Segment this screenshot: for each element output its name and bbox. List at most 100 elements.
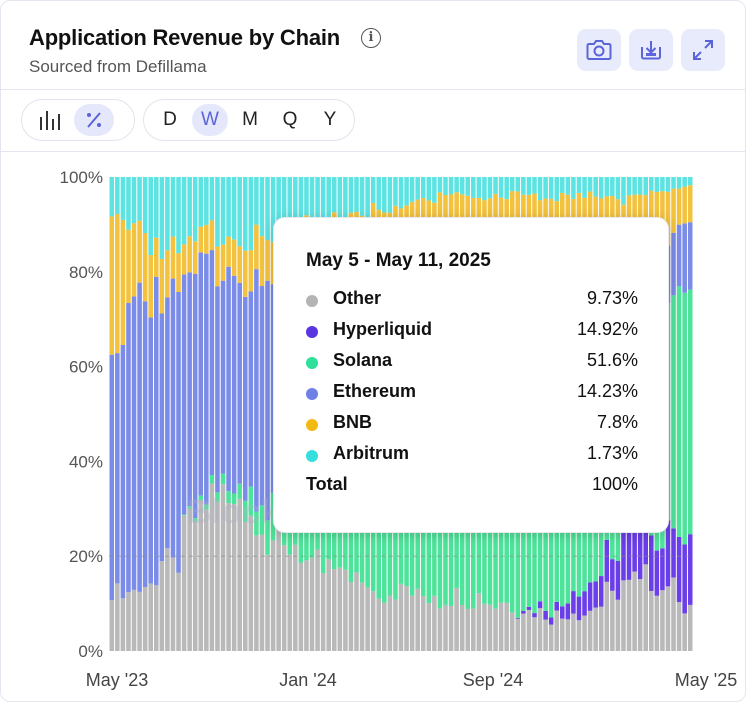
bar-segment-arbitrum[interactable] (382, 177, 387, 213)
bar-segment-bnb[interactable] (660, 191, 665, 231)
bar-segment-ethereum[interactable] (204, 253, 209, 505)
bar-segment-other[interactable] (526, 609, 532, 651)
bar-segment-other[interactable] (587, 610, 593, 651)
bar-segment-arbitrum[interactable] (204, 177, 209, 225)
bar-segment-hyperliquid[interactable] (632, 518, 637, 572)
bar-segment-arbitrum[interactable] (265, 177, 270, 241)
bar-segment-arbitrum[interactable] (248, 177, 254, 251)
bar-segment-arbitrum[interactable] (170, 177, 176, 237)
bar-segment-arbitrum[interactable] (142, 177, 148, 234)
bar-segment-ethereum[interactable] (220, 280, 226, 474)
bar-segment-hyperliquid[interactable] (598, 576, 604, 607)
bar-segment-other[interactable] (187, 508, 192, 652)
bar-segment-arbitrum[interactable] (437, 177, 443, 193)
bar-segment-hyperliquid[interactable] (537, 601, 543, 609)
bar-segment-other[interactable] (365, 587, 370, 651)
bar-segment-hyperliquid[interactable] (582, 591, 587, 616)
bar-segment-ethereum[interactable] (682, 223, 687, 293)
bar-segment-other[interactable] (626, 579, 632, 651)
bar-segment-other[interactable] (509, 612, 515, 651)
bar-segment-other[interactable] (409, 595, 415, 651)
bar-segment-arbitrum[interactable] (610, 177, 615, 197)
period-y-button[interactable]: Y (323, 109, 337, 130)
bar-segment-arbitrum[interactable] (576, 177, 582, 193)
bar-segment-other[interactable] (671, 577, 676, 651)
bar-segment-hyperliquid[interactable] (560, 606, 565, 619)
bar-segment-bnb[interactable] (231, 239, 237, 276)
bar-segment-bnb[interactable] (560, 192, 565, 230)
bar-segment-arbitrum[interactable] (109, 177, 115, 217)
bar-segment-hyperliquid[interactable] (660, 548, 665, 591)
bar-segment-hyperliquid[interactable] (676, 536, 682, 603)
bar-segment-arbitrum[interactable] (459, 177, 465, 195)
bar-segment-bnb[interactable] (632, 194, 637, 236)
bar-segment-arbitrum[interactable] (487, 177, 493, 199)
bar-segment-hyperliquid[interactable] (654, 550, 660, 596)
bar-segment-other[interactable] (649, 590, 654, 651)
bar-segment-bnb[interactable] (215, 246, 220, 287)
bar-segment-solana[interactable] (248, 486, 254, 516)
bar-segment-other[interactable] (576, 620, 582, 651)
bar-segment-other[interactable] (532, 617, 537, 651)
bar-segment-arbitrum[interactable] (571, 177, 576, 199)
bar-segment-arbitrum[interactable] (626, 177, 632, 196)
bar-segment-other[interactable] (115, 583, 120, 651)
bar-segment-hyperliquid[interactable] (521, 610, 526, 614)
bar-segment-bnb[interactable] (532, 193, 537, 235)
bar-segment-arbitrum[interactable] (176, 177, 181, 254)
bar-segment-other[interactable] (231, 504, 237, 651)
bar-segment-hyperliquid[interactable] (615, 560, 621, 600)
bar-segment-bnb[interactable] (165, 250, 170, 298)
bar-segment-other[interactable] (259, 534, 265, 651)
bar-segment-other[interactable] (504, 602, 509, 651)
bar-segment-other[interactable] (348, 582, 354, 651)
bar-segment-bnb[interactable] (170, 236, 176, 279)
bar-segment-other[interactable] (593, 607, 598, 651)
bar-segment-solana[interactable] (259, 505, 265, 535)
bar-segment-arbitrum[interactable] (331, 177, 337, 213)
bar-segment-arbitrum[interactable] (209, 177, 215, 221)
bar-segment-other[interactable] (192, 521, 198, 651)
bar-segment-bnb[interactable] (254, 224, 259, 270)
bar-segment-hyperliquid[interactable] (515, 617, 521, 619)
bar-segment-hyperliquid[interactable] (587, 582, 593, 611)
bar-segment-ethereum[interactable] (181, 274, 187, 515)
bar-segment-ethereum[interactable] (176, 291, 181, 573)
bar-segment-solana[interactable] (181, 514, 187, 516)
bar-segment-other[interactable] (309, 557, 315, 651)
bar-segment-bnb[interactable] (454, 192, 459, 225)
bar-segment-solana[interactable] (192, 518, 198, 522)
bar-segment-ethereum[interactable] (148, 317, 153, 584)
bar-segment-ethereum[interactable] (131, 296, 137, 590)
bar-segment-arbitrum[interactable] (159, 177, 165, 259)
bar-segment-other[interactable] (476, 593, 482, 651)
info-icon[interactable]: i (361, 28, 381, 48)
bar-segment-other[interactable] (148, 583, 153, 651)
bar-segment-other[interactable] (665, 586, 671, 651)
bar-segment-arbitrum[interactable] (582, 177, 587, 198)
bar-segment-arbitrum[interactable] (276, 177, 281, 229)
bar-segment-arbitrum[interactable] (370, 177, 376, 203)
bar-segment-other[interactable] (615, 599, 621, 651)
bar-segment-other[interactable] (420, 596, 426, 651)
bar-segment-arbitrum[interactable] (482, 177, 487, 201)
percent-mode-button[interactable] (74, 104, 114, 136)
bar-segment-arbitrum[interactable] (537, 177, 543, 201)
bar-segment-arbitrum[interactable] (398, 177, 404, 209)
bar-segment-other[interactable] (493, 608, 498, 651)
bar-segment-arbitrum[interactable] (509, 177, 515, 192)
bar-segment-other[interactable] (159, 561, 165, 651)
bar-segment-other[interactable] (254, 535, 259, 651)
bar-segment-arbitrum[interactable] (426, 177, 432, 201)
bar-segment-other[interactable] (382, 602, 387, 651)
bar-segment-other[interactable] (170, 557, 176, 651)
bar-segment-bnb[interactable] (420, 198, 426, 227)
bar-segment-arbitrum[interactable] (560, 177, 565, 193)
bar-segment-arbitrum[interactable] (226, 177, 231, 237)
bar-segment-bnb[interactable] (192, 241, 198, 274)
bar-segment-bnb[interactable] (126, 229, 131, 303)
bar-segment-bnb[interactable] (154, 237, 159, 277)
bar-segment-bnb[interactable] (487, 198, 493, 235)
bar-segment-other[interactable] (120, 598, 126, 651)
bar-segment-other[interactable] (654, 595, 660, 651)
